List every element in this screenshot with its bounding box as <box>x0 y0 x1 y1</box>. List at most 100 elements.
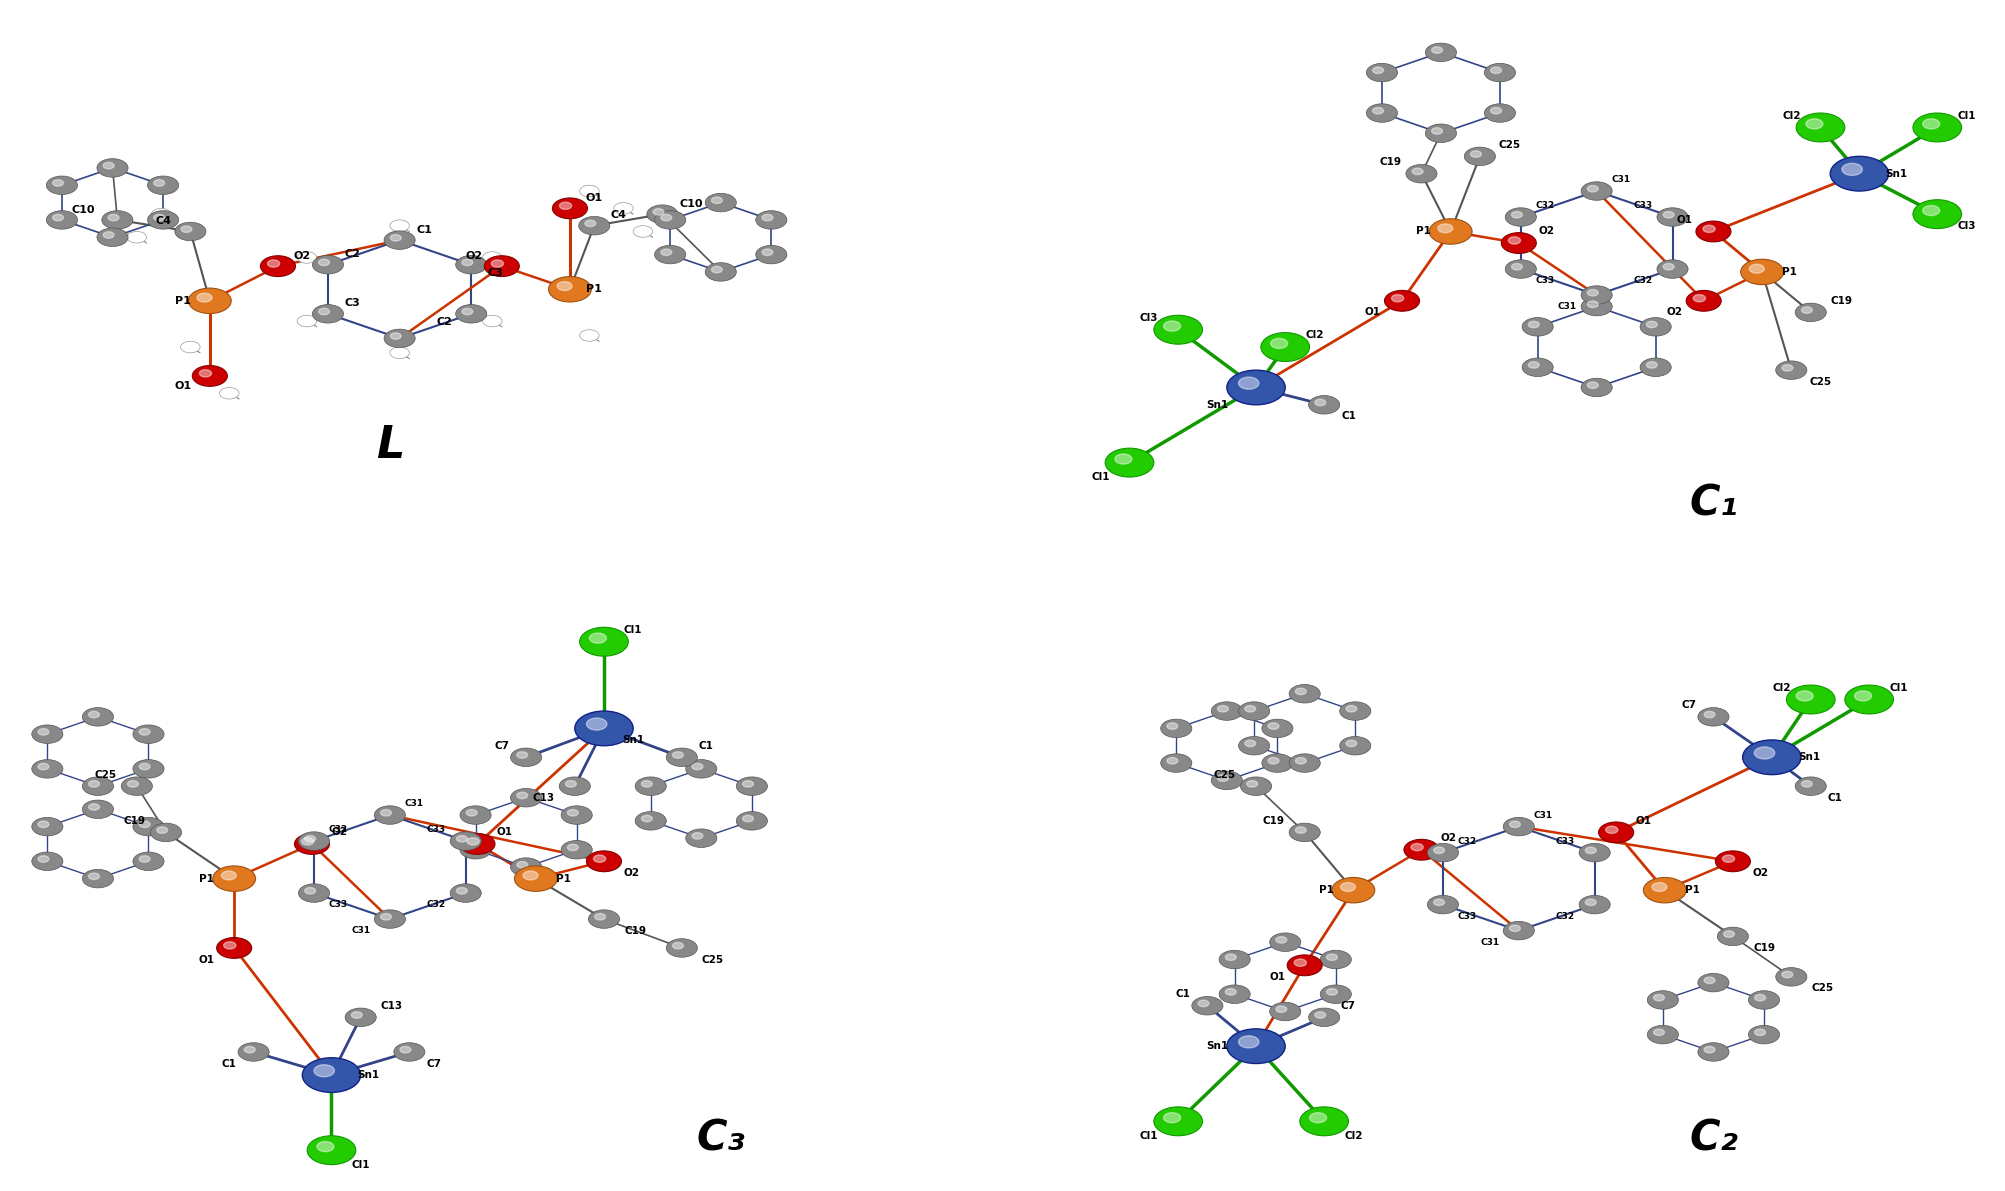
Circle shape <box>1722 931 1734 937</box>
Circle shape <box>1428 896 1458 913</box>
Circle shape <box>299 831 329 850</box>
Circle shape <box>221 871 237 880</box>
Circle shape <box>130 233 138 238</box>
Circle shape <box>449 884 481 903</box>
Circle shape <box>1640 358 1670 376</box>
Circle shape <box>1522 318 1552 336</box>
Text: C2: C2 <box>435 318 451 328</box>
Circle shape <box>654 211 686 229</box>
Circle shape <box>457 836 467 842</box>
Circle shape <box>1237 378 1259 389</box>
Circle shape <box>1167 757 1177 763</box>
Circle shape <box>1686 291 1720 311</box>
Circle shape <box>1307 1008 1339 1027</box>
Circle shape <box>1211 771 1241 790</box>
Text: Sn1: Sn1 <box>1205 400 1227 410</box>
Circle shape <box>1580 182 1612 200</box>
Circle shape <box>88 780 100 787</box>
Circle shape <box>1913 113 1961 142</box>
Text: P1: P1 <box>585 285 601 294</box>
Circle shape <box>180 226 192 232</box>
Circle shape <box>1528 322 1538 328</box>
Circle shape <box>1662 212 1674 218</box>
Circle shape <box>583 187 589 192</box>
Text: O1: O1 <box>497 828 513 837</box>
Text: C3: C3 <box>487 268 503 279</box>
Circle shape <box>459 841 491 859</box>
Circle shape <box>579 628 628 656</box>
Circle shape <box>1580 286 1612 304</box>
Circle shape <box>575 711 634 746</box>
Circle shape <box>756 245 786 264</box>
Circle shape <box>1406 164 1436 183</box>
Circle shape <box>513 866 557 891</box>
Circle shape <box>593 913 606 919</box>
Text: P1: P1 <box>1416 226 1430 237</box>
Text: P1: P1 <box>174 295 190 306</box>
Text: P1: P1 <box>1317 885 1333 896</box>
Circle shape <box>383 329 415 348</box>
Circle shape <box>1295 688 1305 694</box>
Circle shape <box>1410 843 1422 850</box>
Text: P1: P1 <box>198 874 215 884</box>
Circle shape <box>1584 899 1596 905</box>
Circle shape <box>557 281 571 291</box>
Circle shape <box>82 800 114 818</box>
Circle shape <box>1692 294 1704 301</box>
Text: C7: C7 <box>493 741 509 750</box>
Circle shape <box>180 342 200 353</box>
Circle shape <box>483 316 501 326</box>
Circle shape <box>1794 777 1825 796</box>
Circle shape <box>213 866 255 891</box>
Circle shape <box>672 942 684 949</box>
Circle shape <box>483 251 501 263</box>
Circle shape <box>589 634 606 643</box>
Circle shape <box>1650 883 1666 891</box>
Text: C₃: C₃ <box>696 1117 744 1160</box>
Circle shape <box>32 817 62 836</box>
Text: O1: O1 <box>1676 214 1692 225</box>
Circle shape <box>391 332 401 339</box>
Circle shape <box>585 850 622 872</box>
Circle shape <box>465 844 477 850</box>
Circle shape <box>150 823 182 842</box>
Circle shape <box>154 180 164 186</box>
Circle shape <box>1217 775 1227 781</box>
Circle shape <box>762 214 772 220</box>
Circle shape <box>301 254 307 258</box>
Circle shape <box>1656 260 1688 279</box>
Text: C1: C1 <box>415 225 431 235</box>
Circle shape <box>1742 740 1800 774</box>
Text: C1: C1 <box>223 1059 237 1068</box>
Text: Cl2: Cl2 <box>1343 1130 1361 1141</box>
Circle shape <box>666 748 698 767</box>
Circle shape <box>1740 260 1782 285</box>
Circle shape <box>1484 63 1514 82</box>
Circle shape <box>483 256 519 276</box>
Circle shape <box>1578 843 1610 862</box>
Circle shape <box>636 777 666 796</box>
Circle shape <box>1913 200 1961 229</box>
Circle shape <box>1371 107 1383 114</box>
Circle shape <box>1428 843 1458 862</box>
Circle shape <box>1794 304 1825 322</box>
Circle shape <box>1578 896 1610 913</box>
Circle shape <box>523 871 537 880</box>
Circle shape <box>577 217 610 235</box>
Circle shape <box>138 821 150 828</box>
Circle shape <box>1800 780 1811 787</box>
Circle shape <box>1748 991 1778 1009</box>
Circle shape <box>1412 168 1422 175</box>
Circle shape <box>1426 124 1456 143</box>
Text: C32: C32 <box>1556 911 1574 921</box>
Circle shape <box>389 347 409 358</box>
Circle shape <box>1714 850 1750 872</box>
Circle shape <box>303 1058 361 1092</box>
Circle shape <box>1510 263 1522 270</box>
Circle shape <box>487 318 493 322</box>
Circle shape <box>1780 364 1792 372</box>
Circle shape <box>88 873 100 879</box>
Text: P1: P1 <box>555 874 569 884</box>
Circle shape <box>1426 43 1456 62</box>
Text: P1: P1 <box>1780 267 1796 278</box>
